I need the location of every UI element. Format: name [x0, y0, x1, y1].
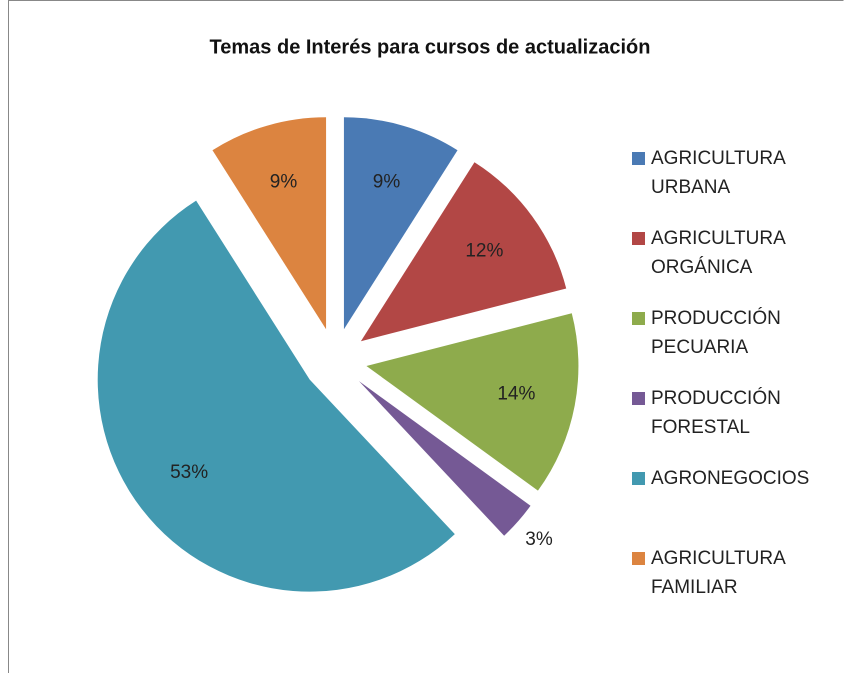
pie-slice	[366, 313, 579, 491]
legend-label: PRODUCCIÓN PECUARIA	[651, 308, 781, 358]
pie-slice	[359, 381, 531, 536]
legend-swatch	[632, 392, 645, 405]
legend-label: AGRONEGOCIOS	[651, 468, 810, 489]
legend-label: AGRICULTURA ORGÁNICA	[651, 228, 785, 278]
pie-slice	[360, 162, 567, 342]
legend-item: AGRONEGOCIOS	[632, 464, 832, 493]
legend-item: AGRICULTURA URBANA	[632, 144, 832, 202]
chart-title: Temas de Interés para cursos de actualiz…	[210, 36, 651, 58]
frame	[8, 0, 844, 673]
legend-label: PRODUCCIÓN FORESTAL	[651, 388, 781, 438]
legend-swatch	[632, 552, 645, 565]
pie-slice	[97, 200, 455, 592]
pie-slice	[212, 117, 327, 330]
data-label: 12%	[465, 240, 503, 261]
data-label: 9%	[373, 172, 401, 193]
legend-item: AGRICULTURA FAMILIAR	[632, 544, 832, 602]
data-label: 3%	[525, 529, 553, 550]
legend-swatch	[632, 152, 645, 165]
legend-label: AGRICULTURA URBANA	[651, 148, 785, 198]
legend-item: PRODUCCIÓN PECUARIA	[632, 304, 832, 362]
data-label: 9%	[270, 172, 298, 193]
legend-item: PRODUCCIÓN FORESTAL	[632, 384, 832, 442]
legend-label: AGRICULTURA FAMILIAR	[651, 548, 785, 598]
legend-swatch	[632, 472, 645, 485]
data-label: 53%	[170, 462, 208, 483]
pie-slice	[343, 117, 458, 330]
legend-swatch	[632, 232, 645, 245]
legend-swatch	[632, 312, 645, 325]
data-label: 14%	[497, 384, 535, 405]
legend-item: AGRICULTURA ORGÁNICA	[632, 224, 832, 282]
